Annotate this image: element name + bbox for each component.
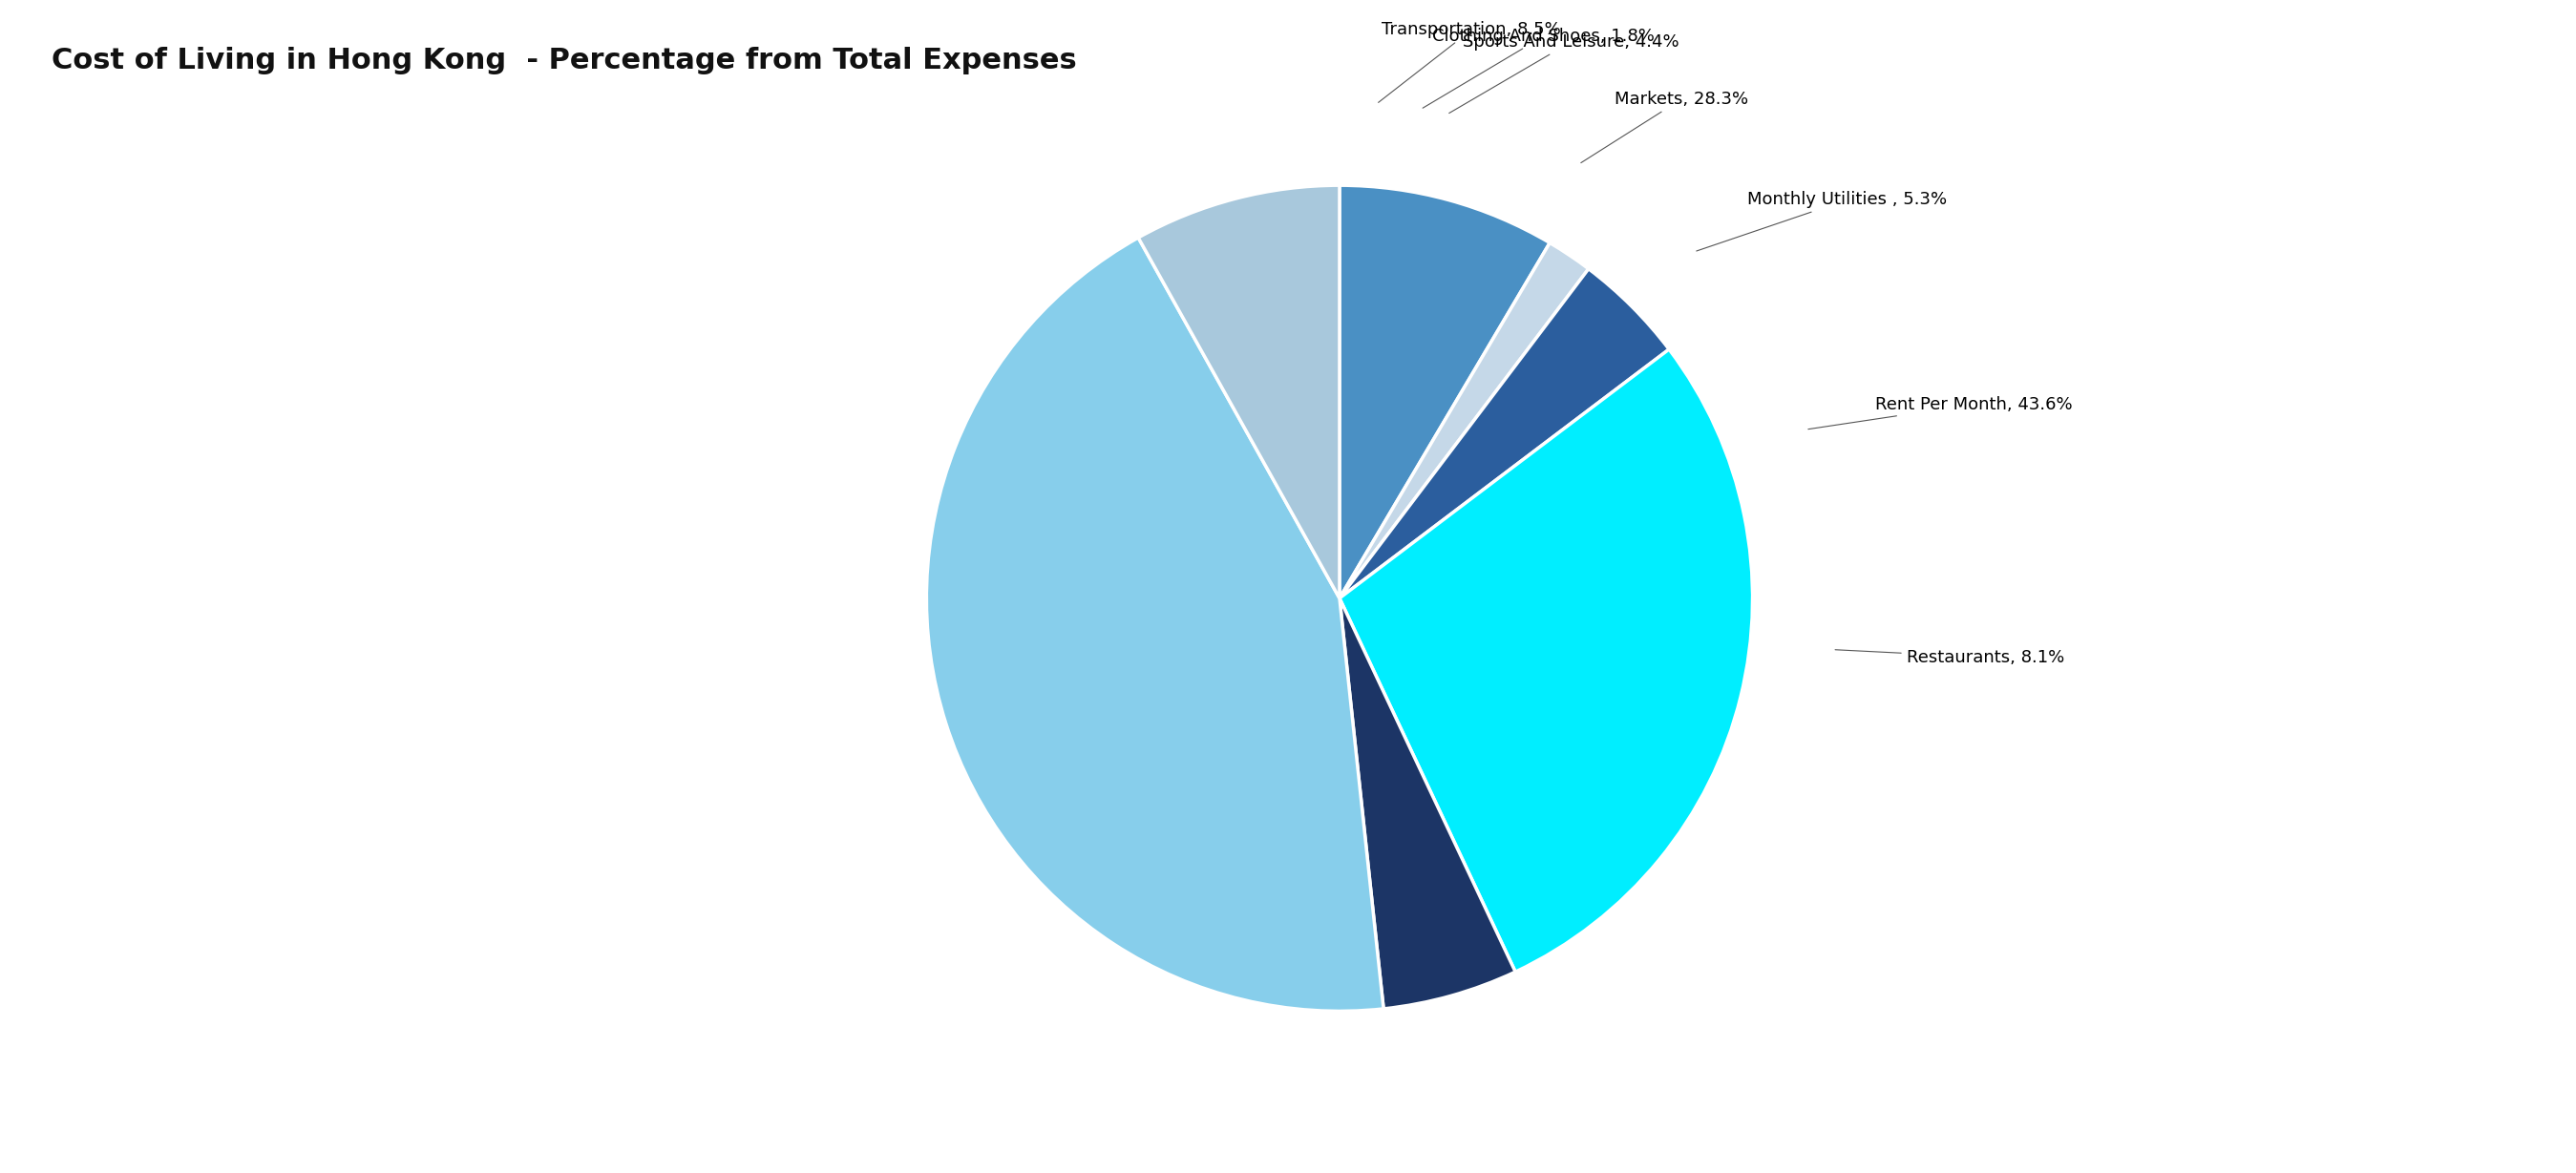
Text: Monthly Utilities , 5.3%: Monthly Utilities , 5.3% — [1698, 191, 1947, 251]
Wedge shape — [1340, 269, 1669, 598]
Text: Sports And Leisure, 4.4%: Sports And Leisure, 4.4% — [1450, 33, 1680, 113]
Wedge shape — [1340, 243, 1589, 598]
Wedge shape — [927, 238, 1383, 1011]
Text: Cost of Living in Hong Kong  - Percentage from Total Expenses: Cost of Living in Hong Kong - Percentage… — [52, 47, 1077, 75]
Text: Transportation, 8.5%: Transportation, 8.5% — [1378, 21, 1561, 102]
Wedge shape — [1340, 350, 1752, 971]
Wedge shape — [1139, 185, 1340, 598]
Text: Restaurants, 8.1%: Restaurants, 8.1% — [1834, 649, 2063, 666]
Wedge shape — [1340, 185, 1551, 598]
Text: Markets, 28.3%: Markets, 28.3% — [1582, 90, 1749, 163]
Text: Clothing And Shoes, 1.8%: Clothing And Shoes, 1.8% — [1422, 27, 1654, 108]
Wedge shape — [1340, 598, 1515, 1009]
Text: Rent Per Month, 43.6%: Rent Per Month, 43.6% — [1808, 395, 2074, 429]
